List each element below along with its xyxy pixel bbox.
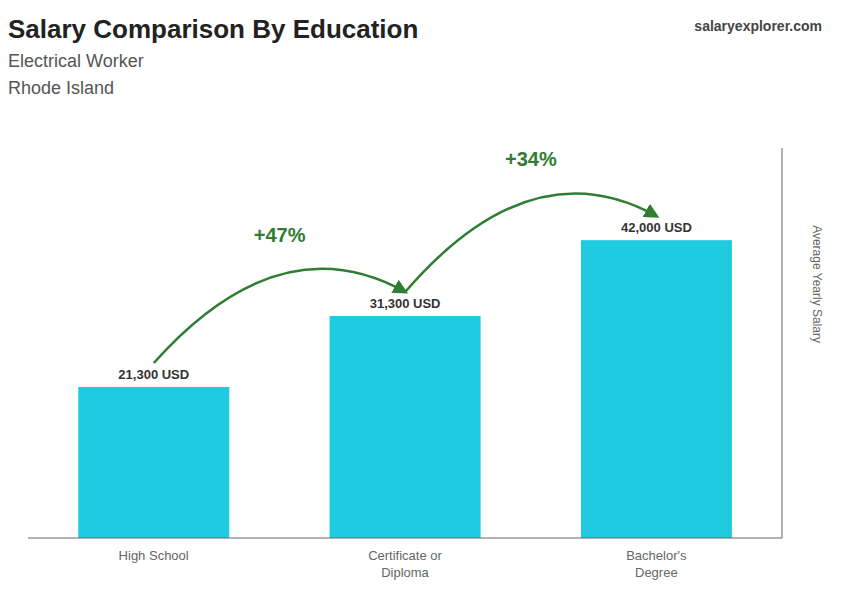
- svg-text:31,300 USD: 31,300 USD: [370, 296, 441, 311]
- svg-text:Bachelor'sDegree: Bachelor'sDegree: [626, 548, 687, 580]
- svg-text:Certificate orDiploma: Certificate orDiploma: [368, 548, 442, 580]
- svg-text:42,000 USD: 42,000 USD: [621, 220, 692, 235]
- svg-text:Average Yearly Salary: Average Yearly Salary: [810, 225, 824, 343]
- html-text:Salary Comparison By Education: Salary Comparison By Education: [8, 14, 419, 44]
- svg-text:21,300 USD: 21,300 USD: [118, 367, 189, 382]
- html-text:Rhode Island: Rhode Island: [8, 78, 115, 98]
- svg-text:+47%: +47%: [254, 224, 306, 246]
- html-text:Electrical Worker: Electrical Worker: [8, 51, 144, 71]
- svg-text:High School: High School: [119, 548, 189, 563]
- svg-text:+34%: +34%: [505, 148, 557, 170]
- html-text:salaryexplorer.com: salaryexplorer.com: [694, 18, 822, 34]
